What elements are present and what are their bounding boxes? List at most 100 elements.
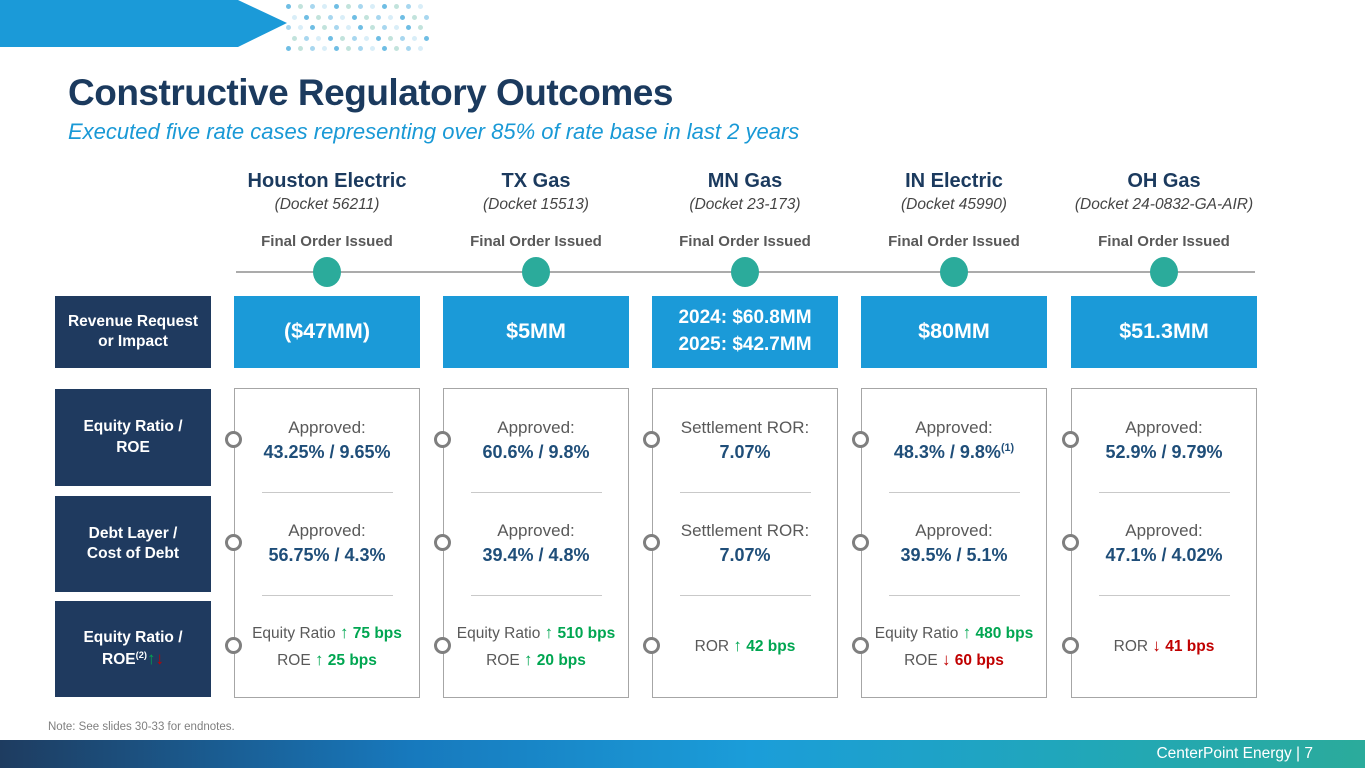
revenue-value: 2024: $60.8MM [678, 307, 812, 329]
change-line: ROR ↑ 42 bps [694, 636, 796, 656]
revenue-value: $80MM [918, 319, 990, 344]
rate-case-column: IN Electric (Docket 45990) Final Order I… [852, 170, 1047, 700]
up-arrow-icon: ↑ [339, 623, 349, 643]
cell-value: 52.9% / 9.79% [1105, 442, 1222, 463]
value-text: 39.5% / 5.1% [900, 545, 1008, 565]
change-line: ROE ↑ 20 bps [486, 649, 586, 669]
timeline-marker-icon [522, 257, 550, 287]
equity-roe-cell: Settlement ROR: 7.07% [653, 389, 837, 492]
cell-value: 7.07% [719, 545, 770, 566]
cell-value: 60.6% / 9.8% [482, 442, 589, 463]
up-arrow-icon: ↑ [523, 649, 533, 669]
header-arrow-decoration [0, 0, 287, 47]
value-text: 7.07% [719, 545, 771, 565]
value-text: 43.25% / 9.65% [263, 442, 391, 462]
value-text: 7.07% [719, 442, 771, 462]
change-line: Equity Ratio ↑ 510 bps [456, 623, 616, 643]
rate-case-detail-box: Approved: 52.9% / 9.79% Approved: 47.1% … [1062, 388, 1257, 698]
revenue-impact-box: 2024: $60.8MM 2025: $42.7MM [652, 296, 838, 368]
cell-divider [680, 595, 811, 596]
column-title: IN Electric [905, 170, 1003, 192]
revenue-value: $51.3MM [1119, 319, 1209, 344]
row-marker-icon [225, 431, 242, 448]
up-arrow-icon: ↑ [962, 623, 972, 643]
row-marker-icon [1062, 637, 1079, 654]
column-docket: (Docket 15513) [483, 196, 589, 213]
basis-point-change-cell: Equity Ratio ↑ 480 bps ROE ↓ 60 bps [862, 595, 1046, 698]
cell-label: Approved: [915, 521, 993, 540]
column-title: TX Gas [501, 170, 571, 192]
cell-value: 56.75% / 4.3% [268, 545, 385, 566]
change-line: Equity Ratio ↑ 480 bps [874, 623, 1034, 643]
debt-cost-cell: Approved: 39.5% / 5.1% [862, 492, 1046, 595]
column-status: Final Order Issued [679, 233, 811, 250]
basis-point-change-cell: Equity Ratio ↑ 75 bps ROE ↑ 25 bps [235, 595, 419, 698]
row-label-line: Revenue Request [67, 312, 199, 330]
rate-case-column: TX Gas (Docket 15513) Final Order Issued… [434, 170, 629, 700]
up-arrow-icon: ↑ [146, 649, 156, 668]
column-status: Final Order Issued [470, 233, 602, 250]
equity-roe-cell: Approved: 43.25% / 9.65% [235, 389, 419, 492]
cell-label: Approved: [1125, 418, 1203, 437]
value-text: 39.4% / 4.8% [482, 545, 590, 565]
basis-point-change-cell: ROR ↓ 41 bps [1072, 595, 1256, 698]
cell-divider [471, 595, 602, 596]
row-marker-icon [1062, 431, 1079, 448]
column-docket: (Docket 23-173) [689, 196, 801, 213]
cell-value: 48.3% / 9.8%(1) [894, 442, 1014, 463]
up-arrow-icon: ↑ [544, 623, 554, 643]
revenue-impact-box: $80MM [861, 296, 1047, 368]
cell-divider [680, 492, 811, 493]
revenue-impact-box: $5MM [443, 296, 629, 368]
timeline-marker-icon [1150, 257, 1178, 287]
row-label-base: ROE [102, 651, 136, 668]
down-arrow-icon: ↓ [155, 649, 164, 668]
rate-case-detail-box: Settlement ROR: 7.07% Settlement ROR: 7.… [643, 388, 838, 698]
value-superscript: (1) [1000, 442, 1015, 454]
column-status: Final Order Issued [261, 233, 393, 250]
column-title: OH Gas [1127, 170, 1201, 192]
cell-label: Approved: [497, 418, 575, 437]
down-arrow-icon: ↓ [1152, 636, 1161, 656]
cell-value: 47.1% / 4.02% [1105, 545, 1222, 566]
cell-label: Approved: [915, 418, 993, 437]
cell-label: Approved: [497, 521, 575, 540]
row-label-revenue-request: Revenue Request or Impact [55, 296, 211, 368]
change-line: ROR ↓ 41 bps [1113, 636, 1215, 656]
equity-roe-cell: Approved: 48.3% / 9.8%(1) [862, 389, 1046, 492]
cell-value: 39.5% / 5.1% [900, 545, 1007, 566]
page-title: Constructive Regulatory Outcomes [68, 72, 673, 113]
cell-label: Settlement ROR: [680, 521, 810, 540]
debt-cost-cell: Settlement ROR: 7.07% [653, 492, 837, 595]
rate-case-column: OH Gas (Docket 24-0832-GA-AIR) Final Ord… [1062, 170, 1257, 700]
revenue-value: $5MM [506, 319, 566, 344]
column-title: Houston Electric [247, 170, 407, 192]
row-marker-icon [225, 637, 242, 654]
rate-case-detail-box: Approved: 43.25% / 9.65% Approved: 56.75… [225, 388, 420, 698]
row-label-debt-layer-cost: Debt Layer / Cost of Debt [55, 496, 211, 592]
change-line: ROE ↓ 60 bps [904, 649, 1004, 669]
cell-divider [262, 595, 393, 596]
footer-bar: CenterPoint Energy | 7 [0, 740, 1365, 768]
value-text: 48.3% / 9.8% [893, 442, 1001, 462]
cell-divider [1099, 492, 1230, 493]
row-marker-icon [1062, 534, 1079, 551]
revenue-impact-box: $51.3MM [1071, 296, 1257, 368]
row-marker-icon [434, 637, 451, 654]
cell-label: Settlement ROR: [680, 418, 810, 437]
rate-case-detail-box: Approved: 48.3% / 9.8%(1) Approved: 39.5… [852, 388, 1047, 698]
column-docket: (Docket 56211) [274, 196, 380, 213]
column-status: Final Order Issued [1098, 233, 1230, 250]
column-status: Final Order Issued [888, 233, 1020, 250]
row-label-line: Cost of Debt [86, 545, 180, 562]
down-arrow-icon: ↓ [941, 649, 951, 669]
row-marker-icon [852, 637, 869, 654]
cell-value: 7.07% [719, 442, 770, 463]
row-label-line: Debt Layer / [88, 524, 178, 542]
cell-label: Approved: [288, 521, 366, 540]
revenue-value: ($47MM) [283, 319, 370, 344]
dot-pattern-decoration [286, 4, 436, 56]
debt-cost-cell: Approved: 39.4% / 4.8% [444, 492, 628, 595]
row-marker-icon [434, 431, 451, 448]
